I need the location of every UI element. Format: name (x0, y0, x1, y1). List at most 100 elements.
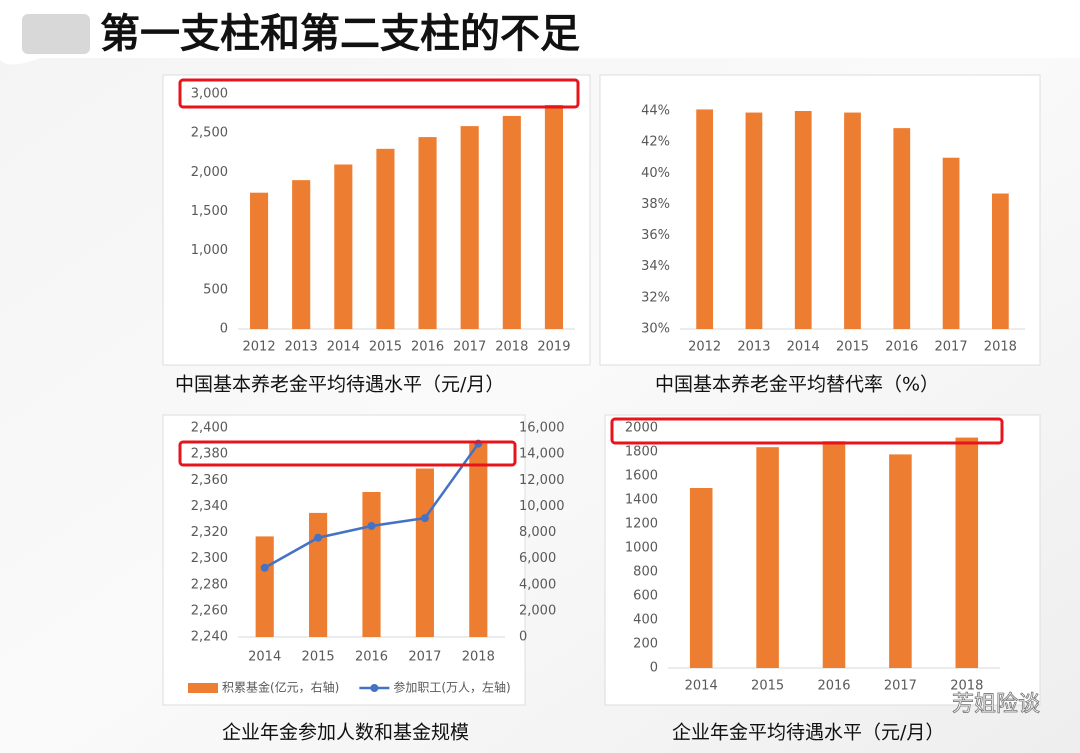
slide-title: 第一支柱和第二支柱的不足 (100, 11, 580, 57)
y-tick-label: 2,240 (191, 630, 228, 645)
bar (502, 115, 521, 329)
y-tick-label: 800 (633, 565, 658, 580)
y-tick-label: 44% (641, 104, 670, 119)
y-tick-label: 1000 (625, 541, 658, 556)
bar (893, 128, 911, 329)
highlight-box (178, 78, 580, 109)
y-tick-label: 2,280 (191, 577, 228, 592)
y-tick-label: 1800 (625, 445, 658, 460)
line-point (367, 521, 376, 530)
bar (794, 111, 812, 329)
x-tick-label: 2012 (688, 340, 721, 355)
y-tick-label: 1600 (625, 469, 658, 484)
x-tick-label: 2017 (453, 340, 486, 355)
y-tick-label: 1,000 (191, 243, 228, 258)
y2-tick-label: 2,000 (519, 603, 556, 618)
x-tick-label: 2014 (248, 650, 281, 665)
y-tick-label: 2,340 (191, 499, 228, 514)
x-tick-label: 2015 (836, 340, 869, 355)
bar (822, 441, 846, 668)
y2-tick-label: 12,000 (519, 473, 565, 488)
y-tick-label: 2,260 (191, 603, 228, 618)
bar (469, 443, 488, 637)
x-tick-label: 2014 (327, 340, 360, 355)
x-tick-label: 2013 (285, 340, 318, 355)
bar (955, 437, 979, 668)
y-tick-label: 36% (641, 228, 670, 243)
legend-swatch (188, 683, 218, 693)
bar (844, 112, 861, 329)
x-tick-label: 2017 (884, 679, 917, 694)
x-tick-label: 2018 (984, 340, 1017, 355)
y-tick-label: 38% (641, 197, 670, 212)
bar (309, 512, 328, 637)
bar (376, 148, 395, 329)
x-tick-label: 2017 (408, 650, 441, 665)
x-tick-label: 2015 (302, 650, 335, 665)
y-tick-label: 200 (633, 637, 658, 652)
bar (460, 126, 479, 329)
x-tick-label: 2013 (737, 340, 770, 355)
chart-caption: 中国基本养老金平均待遇水平（元/月） (175, 374, 504, 396)
y-tick-label: 2,500 (191, 126, 228, 141)
y-tick-label: 3,000 (191, 87, 228, 102)
highlight-box (178, 440, 517, 467)
watermark: 芳姐险谈 (952, 692, 1040, 717)
x-tick-label: 2016 (817, 679, 850, 694)
y-tick-label: 32% (641, 290, 670, 305)
line-point (314, 533, 323, 542)
y-tick-label: 0 (220, 322, 228, 337)
x-tick-label: 2015 (369, 340, 402, 355)
y-tick-label: 42% (641, 135, 670, 150)
x-tick-label: 2016 (885, 340, 918, 355)
y2-tick-label: 6,000 (519, 551, 556, 566)
y-tick-label: 40% (641, 166, 670, 181)
chart-caption: 企业年金参加人数和基金规模 (222, 722, 469, 744)
y-tick-label: 500 (203, 282, 228, 297)
bar (250, 192, 269, 329)
line-point (260, 563, 269, 572)
x-tick-label: 2012 (243, 340, 276, 355)
legend-swatch (370, 684, 379, 692)
y2-tick-label: 16,000 (519, 421, 565, 436)
bar (255, 536, 274, 637)
x-tick-label: 2019 (537, 340, 570, 355)
bar (991, 193, 1009, 329)
y-tick-label: 2000 (625, 421, 658, 436)
line-point (420, 514, 429, 523)
x-tick-label: 2018 (495, 340, 528, 355)
x-tick-label: 2016 (411, 340, 444, 355)
bar (292, 180, 311, 329)
bar (544, 104, 563, 329)
charts: 中国基本养老金平均待遇水平（元/月） 0 500 1,000 1,500 2,000 2,5… (175, 87, 1025, 744)
bar (745, 112, 763, 329)
y-tick-label: 2,300 (191, 551, 228, 566)
y-tick-label: 400 (633, 613, 658, 628)
legend-label: 参加职工(万人，左轴) (393, 680, 510, 695)
bar (418, 137, 437, 329)
blurred-logo (22, 14, 90, 54)
bar (889, 454, 912, 668)
bar (334, 164, 353, 329)
highlight-box (610, 417, 1004, 445)
y-tick-label: 2,400 (191, 421, 228, 436)
header-band (0, 0, 1080, 65)
bar (756, 447, 779, 668)
bar (696, 109, 714, 329)
y-tick-label: 2,320 (191, 525, 228, 540)
y-tick-label: 2,000 (191, 165, 228, 180)
y-tick-label: 1,500 (191, 204, 228, 219)
panel (599, 74, 1041, 366)
y2-tick-label: 8,000 (519, 525, 556, 540)
y-tick-label: 34% (641, 259, 670, 274)
y-tick-label: 2,380 (191, 447, 228, 462)
y-tick-label: 0 (650, 661, 658, 676)
bar (362, 492, 381, 637)
y-tick-label: 30% (641, 322, 670, 337)
y2-tick-label: 0 (519, 630, 527, 645)
x-tick-label: 2017 (935, 340, 968, 355)
y2-tick-label: 10,000 (519, 499, 565, 514)
y-tick-label: 1400 (625, 493, 658, 508)
y2-tick-label: 4,000 (519, 577, 556, 592)
